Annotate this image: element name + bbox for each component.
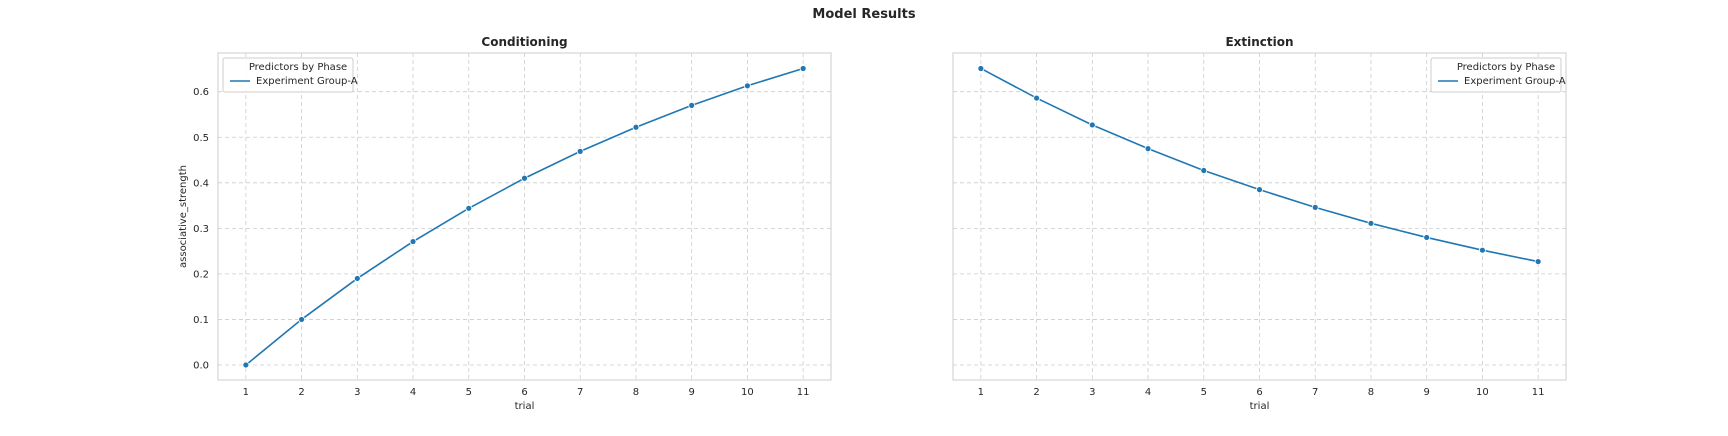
x-tick-label: 9 [1423, 387, 1429, 398]
data-point [1311, 203, 1319, 211]
data-point [1200, 167, 1208, 174]
legend: Predictors by Phase Experiment Group-A [1430, 57, 1566, 93]
legend-title: Predictors by Phase [1457, 62, 1555, 73]
data-point [1256, 186, 1263, 194]
data-point [1423, 234, 1431, 241]
data-point [977, 65, 985, 72]
data-point [298, 316, 305, 323]
figure-suptitle: Model Results [812, 7, 915, 22]
y-tick-label: 0.0 [193, 360, 209, 371]
legend: Predictors by Phase Experiment Group-A [222, 57, 358, 93]
panel-title: Extinction [1225, 35, 1293, 49]
y-tick-label: 0.2 [193, 269, 209, 280]
x-axis-label: trial [1250, 401, 1270, 412]
data-point [688, 101, 696, 109]
legend-frame [1430, 57, 1562, 93]
x-tick-label: 3 [1089, 387, 1095, 398]
x-tick-label: 11 [797, 387, 810, 398]
x-tick-label: 11 [1532, 387, 1545, 398]
x-tick-label: 7 [1312, 387, 1318, 398]
y-tick-label: 0.5 [193, 133, 209, 144]
legend-label: Experiment Group-A [1464, 76, 1566, 87]
data-point [1088, 121, 1096, 129]
y-tick-label: 0.6 [193, 87, 209, 98]
data-point [1479, 246, 1486, 254]
chart-panel-1: Conditioning 1 2 3 4 5 6 7 8 9 10 11 trial 0.0 0.1 0.2 0… [178, 35, 832, 412]
x-tick-label: 10 [741, 387, 754, 398]
x-tick-label: 2 [1033, 387, 1039, 398]
x-tick-label: 10 [1476, 387, 1489, 398]
x-tick-label: 4 [1145, 387, 1151, 398]
y-tick-label: 0.1 [193, 315, 209, 326]
axes-frame [217, 52, 832, 381]
data-point [1534, 258, 1542, 265]
data-point [632, 123, 640, 131]
data-point [353, 275, 361, 282]
legend-frame [222, 57, 354, 93]
data-point [799, 65, 807, 72]
x-tick-label: 6 [1256, 387, 1262, 398]
x-tick-label: 9 [688, 387, 694, 398]
legend-label: Experiment Group-A [256, 76, 358, 87]
x-tick-label: 1 [243, 387, 249, 398]
data-point [1033, 94, 1040, 102]
data-point [409, 238, 417, 245]
data-point [744, 82, 751, 90]
data-point [242, 361, 250, 369]
data-point [521, 174, 528, 182]
y-tick-label: 0.4 [193, 178, 209, 189]
axes-frame [952, 52, 1567, 381]
y-axis-label: associative_strength [178, 165, 189, 268]
x-tick-label: 6 [521, 387, 527, 398]
x-tick-label: 8 [1368, 387, 1374, 398]
x-tick-label: 5 [466, 387, 472, 398]
x-tick-label: 3 [354, 387, 360, 398]
x-tick-label: 1 [978, 387, 984, 398]
y-tick-label: 0.3 [193, 224, 209, 235]
x-tick-label: 5 [1201, 387, 1207, 398]
data-point [1144, 145, 1152, 153]
x-tick-label: 8 [633, 387, 639, 398]
x-tick-label: 2 [298, 387, 304, 398]
chart-panel-2: Extinction 1 2 3 4 5 6 7 8 9 10 11 trial Predictors b… [952, 35, 1567, 412]
panel-title: Conditioning [481, 35, 567, 49]
data-point [576, 147, 584, 155]
x-tick-label: 7 [577, 387, 583, 398]
data-point [1367, 219, 1375, 227]
legend-title: Predictors by Phase [249, 62, 347, 73]
x-tick-label: 4 [410, 387, 416, 398]
x-axis-label: trial [515, 401, 535, 412]
data-point [465, 204, 473, 212]
